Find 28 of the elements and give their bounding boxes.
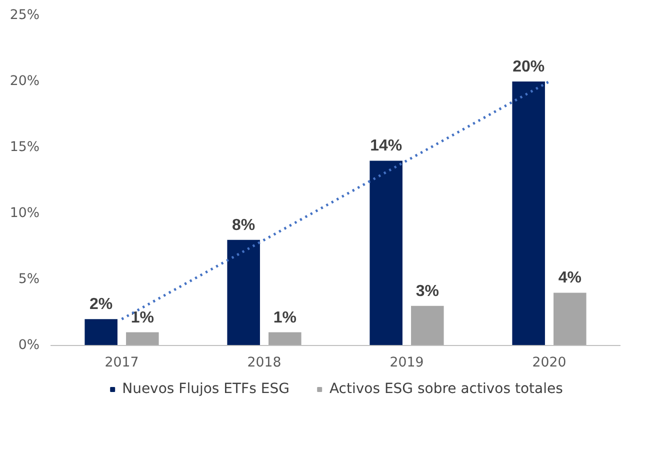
y-tick-label: 15%: [10, 140, 40, 155]
y-tick-label: 5%: [18, 272, 40, 287]
y-tick-label: 25%: [10, 8, 40, 23]
bar: [126, 332, 159, 346]
bar: [84, 319, 118, 346]
data-label: 1%: [130, 309, 154, 326]
data-label: 8%: [232, 216, 256, 234]
y-tick-label: 20%: [10, 74, 40, 89]
bar: [227, 240, 260, 346]
data-label: 3%: [416, 282, 439, 300]
y-tick-label: 0%: [18, 338, 40, 353]
bar: [268, 332, 302, 346]
data-label: 2%: [90, 296, 113, 314]
x-tick-label: 2017: [104, 356, 139, 370]
bar: [411, 306, 444, 346]
data-label: 14%: [370, 138, 402, 155]
x-tick-label: 2020: [532, 356, 566, 370]
x-tick-label: 2018: [247, 356, 282, 370]
x-tick-label: 2019: [390, 356, 424, 370]
bar: [512, 82, 545, 346]
bar: [370, 160, 402, 346]
data-label: 1%: [273, 309, 296, 326]
legend-label: Activos ESG sobre activos totales: [329, 381, 563, 397]
y-tick-label: 10%: [10, 206, 40, 221]
bar: [554, 292, 586, 346]
data-label: 20%: [512, 58, 545, 76]
data-label: 4%: [558, 270, 582, 287]
legend-label: Nuevos Flujos ETFs ESG: [122, 381, 290, 397]
